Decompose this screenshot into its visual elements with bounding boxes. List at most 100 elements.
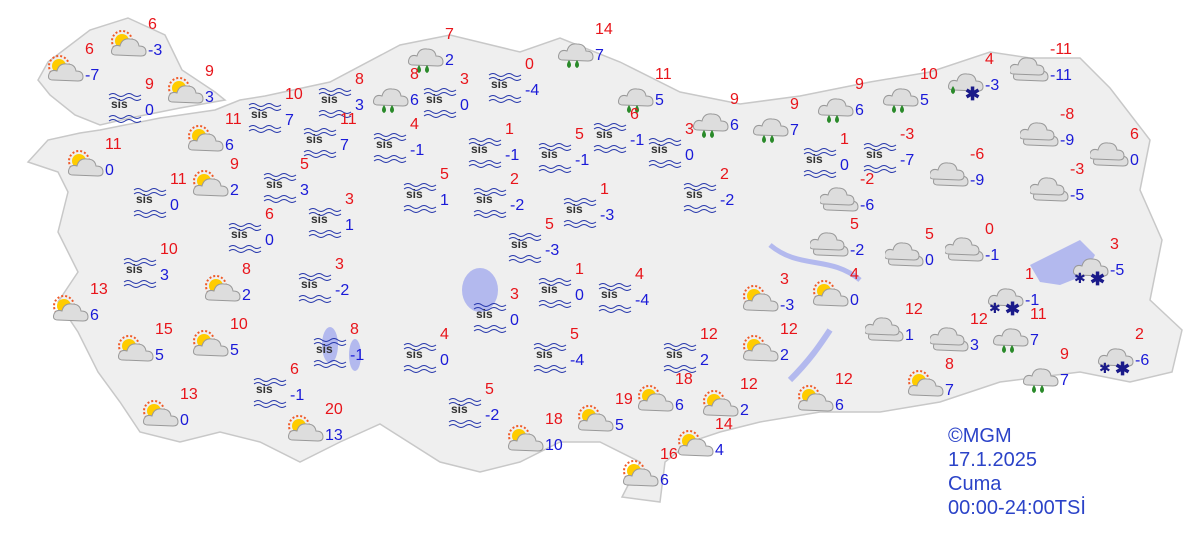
- weather-station: sis 3 -2: [295, 257, 365, 305]
- weather-station: 18 6: [635, 372, 705, 420]
- low-temp: 0: [180, 412, 189, 429]
- sun-cloud-icon: [743, 335, 779, 362]
- high-temp: 8: [945, 356, 954, 373]
- fog-icon: [508, 233, 542, 263]
- low-temp: -1: [350, 347, 365, 364]
- fog-label: sis: [321, 92, 338, 106]
- fog-icon: [403, 183, 437, 213]
- high-temp: 10: [160, 241, 178, 258]
- high-temp: 2: [1135, 326, 1144, 343]
- fog-label: sis: [426, 92, 443, 106]
- weather-station: 14 7: [555, 22, 625, 70]
- fog-icon: [313, 338, 347, 368]
- weather-station: sis 3 1: [305, 192, 375, 240]
- high-temp: 6: [290, 361, 299, 378]
- fog-label: sis: [316, 342, 333, 356]
- weather-station: sis 4 -4: [595, 267, 665, 315]
- weather-station: sis 12 2: [660, 327, 730, 375]
- high-temp: 1: [1025, 266, 1034, 283]
- low-temp: -3: [780, 297, 795, 314]
- low-temp: 0: [105, 162, 114, 179]
- low-temp: -2: [335, 282, 350, 299]
- fog-icon: [123, 258, 157, 288]
- sun-cloud-icon: [48, 55, 84, 82]
- high-temp: 11: [105, 136, 122, 153]
- high-temp: 1: [600, 181, 609, 198]
- low-temp: 7: [595, 47, 604, 64]
- low-temp: -5: [1070, 187, 1085, 204]
- low-temp: 10: [545, 437, 563, 454]
- low-temp: -1: [630, 132, 645, 149]
- sun-cloud-icon: [118, 335, 154, 362]
- weather-station: 15 5: [115, 322, 185, 370]
- fog-label: sis: [471, 142, 488, 156]
- sun-cloud-icon: [68, 150, 104, 177]
- cloud-icon: [810, 232, 849, 257]
- high-temp: -6: [970, 146, 985, 163]
- low-temp: -1: [290, 387, 305, 404]
- high-temp: 5: [850, 216, 859, 233]
- fog-label: sis: [126, 262, 143, 276]
- high-temp: 5: [440, 166, 449, 183]
- low-temp: 0: [925, 252, 934, 269]
- weather-station: 10 5: [190, 317, 260, 365]
- low-temp: -4: [525, 82, 540, 99]
- high-temp: 10: [920, 66, 938, 83]
- low-temp: 5: [655, 92, 664, 109]
- fog-label: sis: [806, 152, 823, 166]
- sun-cloud-icon: [703, 390, 739, 417]
- sun-cloud-icon: [193, 170, 229, 197]
- low-temp: 6: [675, 397, 684, 414]
- high-temp: 18: [545, 411, 563, 428]
- weather-station: -2 -6: [820, 172, 890, 220]
- high-temp: 5: [485, 381, 494, 398]
- weather-station: sis 6 -1: [590, 107, 660, 155]
- sun-cloud-icon: [743, 285, 779, 312]
- high-temp: 8: [355, 71, 364, 88]
- high-temp: 12: [740, 376, 758, 393]
- weather-station: 12 2: [740, 322, 810, 370]
- low-temp: 3: [160, 267, 169, 284]
- rain-icon: [618, 88, 654, 113]
- weather-station: 13 6: [50, 282, 120, 330]
- high-temp: 11: [225, 111, 242, 128]
- sun-cloud-icon: [578, 405, 614, 432]
- svg-text:✱: ✱: [989, 300, 1001, 316]
- cloud-icon: [930, 327, 969, 352]
- weather-station: 13 0: [140, 387, 210, 435]
- low-temp: -6: [860, 197, 875, 214]
- high-temp: 18: [675, 371, 693, 388]
- low-temp: 6: [225, 137, 234, 154]
- weather-station: 12 1: [865, 302, 935, 350]
- low-temp: -1: [1025, 292, 1040, 309]
- cloud-icon: [930, 162, 969, 187]
- sun-cloud-icon: [908, 370, 944, 397]
- weather-station: 12 2: [700, 377, 770, 425]
- svg-text:✱: ✱: [1099, 360, 1111, 376]
- weather-station: sis 3 0: [470, 287, 540, 335]
- high-temp: 5: [300, 156, 309, 173]
- fog-label: sis: [306, 132, 323, 146]
- high-temp: 8: [242, 261, 251, 278]
- weather-station: sis 6 0: [225, 207, 295, 255]
- weather-station: 12 3: [930, 312, 1000, 360]
- weather-station: sis 11 0: [130, 172, 200, 220]
- low-temp: -7: [900, 152, 915, 169]
- low-temp: 7: [340, 137, 349, 154]
- low-temp: -3: [545, 242, 560, 259]
- low-temp: 13: [325, 427, 343, 444]
- fog-icon: [473, 188, 507, 218]
- high-temp: 1: [505, 121, 514, 138]
- low-temp: -3: [985, 77, 1000, 94]
- low-temp: 3: [355, 97, 364, 114]
- fog-label: sis: [476, 192, 493, 206]
- fog-icon: [253, 378, 287, 408]
- high-temp: 3: [685, 121, 694, 138]
- fog-label: sis: [136, 192, 153, 206]
- high-temp: -8: [1060, 106, 1075, 123]
- low-temp: 2: [242, 287, 251, 304]
- low-temp: 0: [265, 232, 274, 249]
- low-temp: 0: [170, 197, 179, 214]
